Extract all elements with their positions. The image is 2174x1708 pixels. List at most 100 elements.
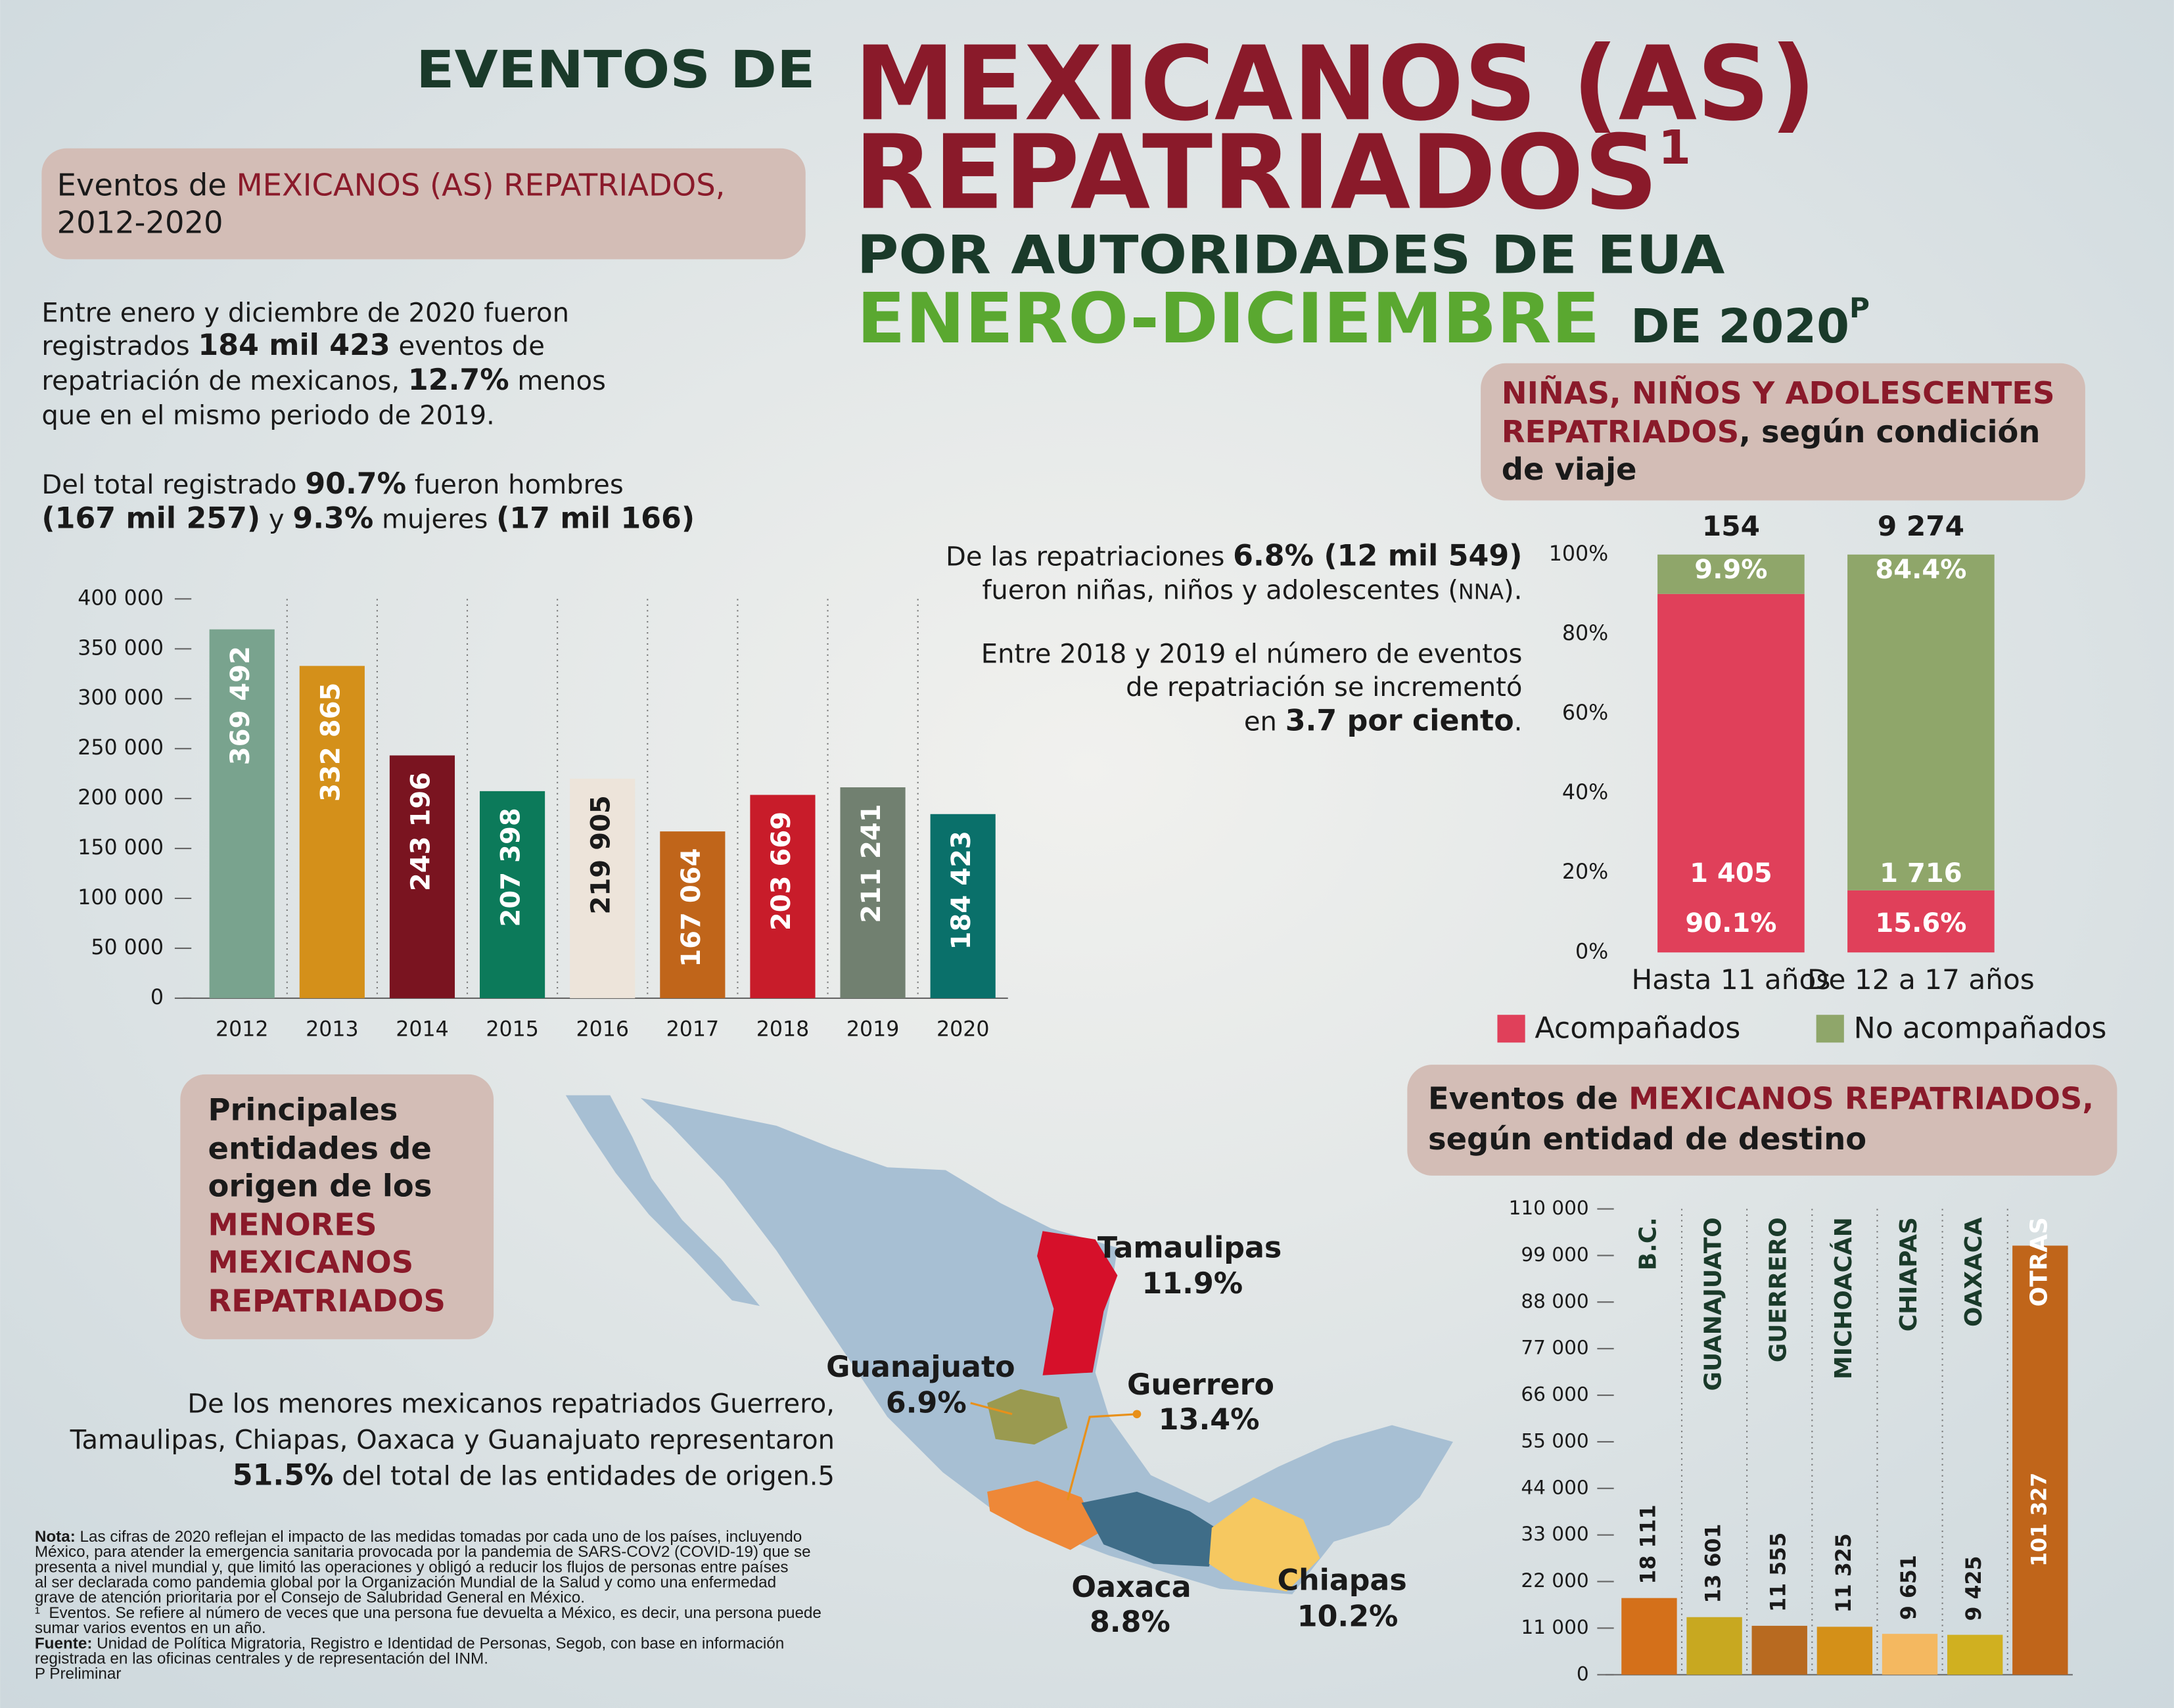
value-label: 11 555 [1767,1533,1791,1612]
paragraph-line: Entre enero y diciembre de 2020 fueron [41,298,569,328]
paragraph-line: De los menores mexicanos repatriados Gue… [187,1389,835,1419]
text: De los menores mexicanos repatriados Gue… [187,1389,835,1419]
note-line: Nota: Las cifras de 2020 reflejan el imp… [35,1528,802,1546]
legend-swatch [1497,1015,1525,1043]
value-label: 18 111 [1636,1505,1660,1584]
state-oaxaca [1081,1491,1220,1567]
bar [2012,1245,2068,1675]
title-text: DE 2020 [1630,298,1849,354]
x-tick-label: 2014 [396,1017,448,1041]
section-heading: REPATRIADOS [208,1283,446,1319]
y-tick-label: 0 [1577,1663,1589,1685]
bar [1621,1598,1677,1675]
y-tick-label: 400 000 [78,586,164,610]
section-heading: Eventos de MEXICANOS (AS) REPATRIADOS, [57,167,726,202]
text-smallcaps: NNA [1458,580,1504,604]
value-label: 203 669 [766,812,797,931]
text: Entre enero y diciembre de 2020 fueron [41,298,569,328]
bar [660,831,726,998]
state-name: Tamaulipas [1098,1231,1282,1264]
x-tick-label: 2012 [216,1017,268,1041]
paragraph-line: Tamaulipas, Chiapas, Oaxaca y Guanajuato… [70,1425,835,1456]
value-label: 9 425 [1962,1556,1986,1621]
x-tick-label: 2018 [756,1017,809,1041]
map-region [640,1097,1453,1595]
leader-line [1066,1413,1138,1500]
superscript: P [1849,292,1870,324]
bar-segment [1847,890,1995,953]
text: repatriación de mexicanos, [41,366,408,396]
text: eventos de [390,331,545,361]
note-label: Fuente: [35,1634,93,1652]
note-line: al ser declarada como pandemia global po… [35,1573,776,1591]
y-tick-label: 11 000 [1521,1616,1588,1638]
text: Entre 2018 y 2019 el número de eventos [981,639,1523,669]
note-line: registrada en las oficinas centrales y d… [35,1650,488,1667]
title-main: REPATRIADOS1 [854,112,1691,232]
title-line: EVENTOS DE [416,41,816,100]
text-bold: 90.7% [305,467,406,501]
bar [750,795,816,998]
y-tick-label: 100% [1549,542,1608,566]
section-heading: MEXICANOS [208,1245,414,1280]
superscript: 1 [1658,120,1691,175]
paragraph-line: fueron niñas, niños y adolescentes (NNA)… [982,575,1522,605]
text: . [1514,707,1523,737]
y-tick-label: 350 000 [78,636,164,660]
heading-text: Eventos de [1428,1081,1629,1117]
text-bold: 51.5% [233,1458,334,1492]
note-line: P Preliminar [35,1665,122,1683]
y-tick-label: 20% [1562,860,1608,884]
value-label: 184 423 [946,831,977,950]
y-tick-label: 80% [1562,622,1608,645]
bar-segment [1657,554,1805,594]
count-label: 9 274 [1878,510,1964,542]
section-heading: origen de los [208,1168,432,1204]
paragraph-line: que en el mismo periodo de 2019. [41,401,494,431]
state-share: 13.4% [1159,1403,1260,1437]
text: registrados [41,331,198,361]
y-tick-label: 77 000 [1521,1337,1588,1359]
x-tick-label: 2019 [846,1017,899,1041]
title-text: REPATRIADOS [854,112,1659,232]
note-text: Las cifras de 2020 reflejan el impacto d… [76,1528,802,1546]
note-text: ¹ Eventos. Se refiere al número de veces… [35,1604,821,1622]
bar-segment [1847,554,1995,890]
bar [1882,1634,1938,1675]
leader-dot [1132,1410,1142,1419]
title-line: POR AUTORIDADES DE EUA [857,225,1725,286]
heading-highlight: MEXICANOS (AS) REPATRIADOS, [237,167,726,202]
section-box [1481,363,2085,501]
note-line: México, para atender la emergencia sanit… [35,1543,811,1561]
value-label: 9.9% [1694,555,1767,585]
value-label: 207 398 [496,808,526,927]
value-label: 101 327 [2027,1473,2051,1567]
y-tick-label: 55 000 [1521,1429,1588,1452]
y-tick-label: 99 000 [1521,1243,1588,1266]
legend-label: No acompañados [1854,1011,2107,1045]
bar [1751,1625,1807,1675]
notes: Nota: Las cifras de 2020 reflejan el imp… [35,1528,821,1683]
paragraph-line: registrados 184 mil 423 eventos de [41,329,545,362]
bar [389,755,455,998]
state-share: 8.8% [1090,1605,1170,1639]
text-bold: 6.8% (12 mil 549) [1233,540,1522,573]
text: del total de las entidades de origen.5 [333,1461,835,1491]
state-share: 11.9% [1142,1267,1243,1301]
state-guerrero [987,1481,1098,1550]
value-label: 90.1% [1685,908,1776,938]
title-line: ENERO-DICIEMBRE DE 2020P [857,278,1870,359]
y-tick-label: 22 000 [1521,1569,1588,1592]
value-label: 332 865 [315,683,346,802]
text: y [260,505,292,535]
bar [1686,1617,1742,1675]
note-text: al ser declarada como pandemia global po… [35,1573,776,1591]
value-label: 13 601 [1702,1524,1726,1604]
note-line: presenta a nivel mundial y, que limitó l… [35,1558,789,1576]
text-bold: 9.3% [292,502,373,536]
y-tick-label: 33 000 [1521,1523,1588,1545]
note-text: grave de atención prioritaria por el Con… [35,1589,585,1607]
note-text: presenta a nivel mundial y, que limitó l… [35,1558,789,1576]
note-line: ¹ Eventos. Se refiere al número de veces… [35,1604,821,1622]
